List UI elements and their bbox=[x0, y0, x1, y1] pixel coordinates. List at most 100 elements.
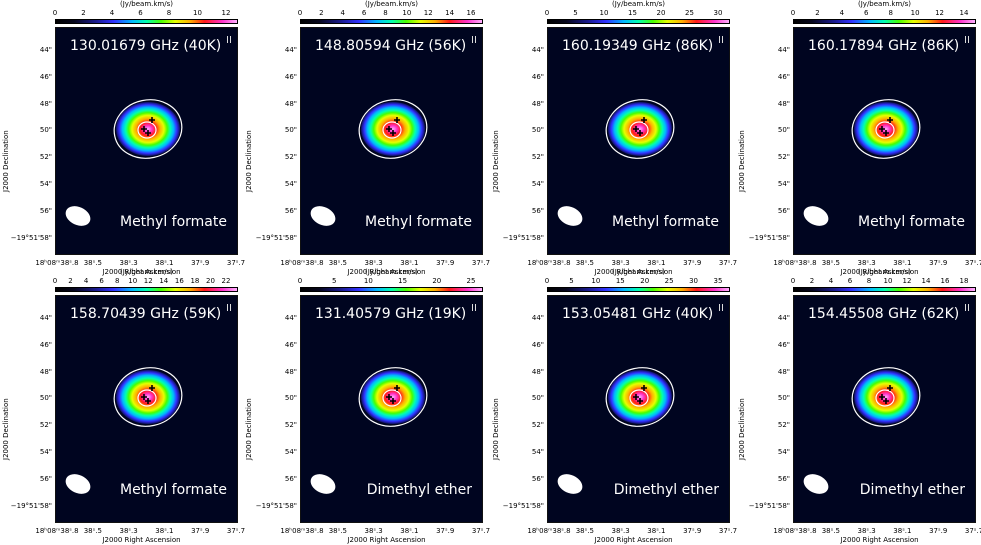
position-marker bbox=[149, 117, 155, 123]
position-marker bbox=[390, 130, 396, 136]
frequency-label: 131.40579 GHz (19K) bbox=[315, 306, 467, 322]
x-tick-label: 37ˢ.7 bbox=[471, 527, 491, 535]
x-tick-label: 38ˢ.5 bbox=[328, 527, 347, 535]
emission-source bbox=[854, 102, 918, 156]
y-tick-label: 44" bbox=[39, 314, 52, 322]
colorbar-tick-label: 5 bbox=[569, 277, 574, 285]
position-marker bbox=[637, 398, 643, 404]
intensity-map: 130.01679 GHz (40K) Methyl formate bbox=[55, 27, 238, 255]
colorbar-tick-label: 22 bbox=[221, 277, 231, 285]
intensity-map: 160.19349 GHz (86K) Methyl formate bbox=[547, 27, 730, 255]
colorbar-tick-label: 4 bbox=[83, 277, 89, 285]
x-tick-label: 37ˢ.7 bbox=[226, 527, 246, 535]
colorbar-tick-label: 5 bbox=[573, 9, 578, 17]
intensity-map: 160.17894 GHz (86K) Methyl formate bbox=[793, 27, 976, 255]
y-tick-label: 50" bbox=[39, 126, 52, 135]
position-marker bbox=[145, 130, 151, 136]
colorbar bbox=[300, 287, 483, 292]
colorbar-ticks: 0 5 10 15 20 25 30 bbox=[545, 9, 730, 19]
colorbar-tick-label: 4 bbox=[340, 9, 345, 17]
y-tick-label: 56" bbox=[284, 206, 297, 215]
colorbar-tick-label: 16 bbox=[174, 277, 184, 285]
position-marker bbox=[145, 398, 151, 404]
colorbar-tick-label: 0 bbox=[52, 277, 58, 285]
x-tick-label: 37ˢ.9 bbox=[929, 259, 948, 267]
y-axis-title: J2000 Declination bbox=[738, 130, 746, 192]
colorbar-tick-label: 20 bbox=[432, 277, 442, 285]
colorbar-tick-label: 5 bbox=[331, 277, 337, 285]
x-tick-label: 38ˢ.3 bbox=[119, 527, 138, 535]
colorbar-unit-label: (Jy/beam.km/s) bbox=[120, 0, 173, 8]
y-tick-label: 50" bbox=[531, 394, 544, 403]
map-graphics bbox=[310, 99, 428, 226]
y-axis-title: J2000 Declination bbox=[738, 398, 746, 460]
colorbar-tick-label: 16 bbox=[466, 9, 476, 17]
x-axis-title: J2000 Right Ascension bbox=[102, 268, 181, 276]
polarization-mark bbox=[227, 304, 231, 311]
x-axis-title: J2000 Right Ascension bbox=[102, 536, 181, 544]
y-tick-label: −19°51'58" bbox=[255, 233, 297, 242]
outer-contour bbox=[851, 99, 921, 159]
position-marker bbox=[641, 385, 647, 391]
map-graphics bbox=[65, 99, 183, 226]
molecule-label: Dimethyl ether bbox=[613, 482, 719, 498]
colorbar-tick-label: 4 bbox=[828, 277, 834, 285]
beam-ellipse bbox=[310, 206, 336, 226]
colorbar-ticks: 0 2 4 6 8 10 12 14 16 bbox=[298, 9, 483, 19]
colorbar bbox=[300, 19, 483, 24]
inner-contour bbox=[137, 389, 157, 407]
position-marker bbox=[386, 394, 392, 400]
position-marker bbox=[637, 130, 643, 136]
beam-ellipse bbox=[803, 206, 829, 226]
y-axis-title: J2000 Declination bbox=[492, 398, 500, 460]
position-marker bbox=[887, 117, 893, 123]
y-tick-label: 52" bbox=[39, 421, 52, 430]
molecule-label: Methyl formate bbox=[364, 214, 472, 230]
y-tick-label: −19°51'58" bbox=[10, 233, 52, 242]
map-panel: (Jy/beam.km/s) 0 5 10 15 20 25 131.40579 GHz (1… bbox=[245, 268, 490, 544]
polarization-mark bbox=[472, 304, 476, 311]
colorbar-tick-label: 10 bbox=[363, 277, 373, 285]
y-tick-label: 50" bbox=[39, 394, 52, 403]
intensity-map: 131.40579 GHz (19K) Dimethyl ether bbox=[300, 295, 483, 523]
colorbar-tick-label: 10 bbox=[193, 9, 202, 17]
y-tick-label: 52" bbox=[39, 153, 52, 162]
y-tick-label: 56" bbox=[531, 206, 544, 215]
y-tick-label: 56" bbox=[531, 474, 544, 483]
beam-ellipse bbox=[803, 474, 829, 494]
colorbar-tick-label: 20 bbox=[205, 277, 215, 285]
x-axis-title: J2000 Right Ascension bbox=[347, 536, 426, 544]
map-graphics bbox=[557, 367, 675, 494]
x-tick-label: 38ˢ.1 bbox=[893, 527, 912, 535]
y-tick-label: 56" bbox=[39, 206, 52, 215]
x-tick-label: 38ˢ.1 bbox=[155, 259, 174, 267]
colorbar-tick-label: 14 bbox=[959, 9, 969, 17]
y-tick-label: −19°51'58" bbox=[502, 233, 544, 242]
y-tick-label: −19°51'58" bbox=[502, 501, 544, 510]
y-tick-label: −19°51'58" bbox=[10, 501, 52, 510]
y-axis-title: J2000 Declination bbox=[492, 130, 500, 192]
map-panel: (Jy/beam.km/s) 0 2 4 6 8 10 12 14 16 18 20 22 158.704… bbox=[0, 268, 245, 544]
outer-contour bbox=[605, 367, 675, 427]
position-marker bbox=[386, 126, 392, 132]
colorbar-tick-label: 0 bbox=[790, 9, 796, 17]
polarization-mark bbox=[719, 304, 723, 311]
y-tick-label: 48" bbox=[284, 99, 297, 108]
y-tick-label: 56" bbox=[284, 474, 297, 483]
colorbar-unit-label: (Jy/beam.km/s) bbox=[612, 268, 665, 276]
colorbar-tick-label: 18 bbox=[959, 277, 969, 285]
x-axis-title: J2000 Right Ascension bbox=[840, 268, 919, 276]
intensity-map: 153.05481 GHz (40K) Dimethyl ether bbox=[547, 295, 730, 523]
y-tick-label: 50" bbox=[284, 394, 297, 403]
y-tick-label: 46" bbox=[284, 340, 297, 349]
y-tick-label: 46" bbox=[531, 72, 544, 81]
colorbar-unit-label: (Jy/beam.km/s) bbox=[120, 268, 173, 276]
y-tick-label: 54" bbox=[39, 180, 52, 188]
map-panel: (Jy/beam.km/s) 0 2 4 6 8 10 12 14 16 148.80594 GHz… bbox=[245, 0, 490, 276]
colorbar-tick-label: 8 bbox=[383, 9, 388, 17]
map-panel: (Jy/beam.km/s) 0 5 10 15 20 25 30 160.19349 GHz … bbox=[492, 0, 737, 276]
y-tick-label: 44" bbox=[531, 46, 544, 54]
x-tick-label: 38ˢ.5 bbox=[575, 259, 594, 267]
frequency-label: 153.05481 GHz (40K) bbox=[562, 306, 714, 322]
emission-source bbox=[361, 102, 425, 156]
